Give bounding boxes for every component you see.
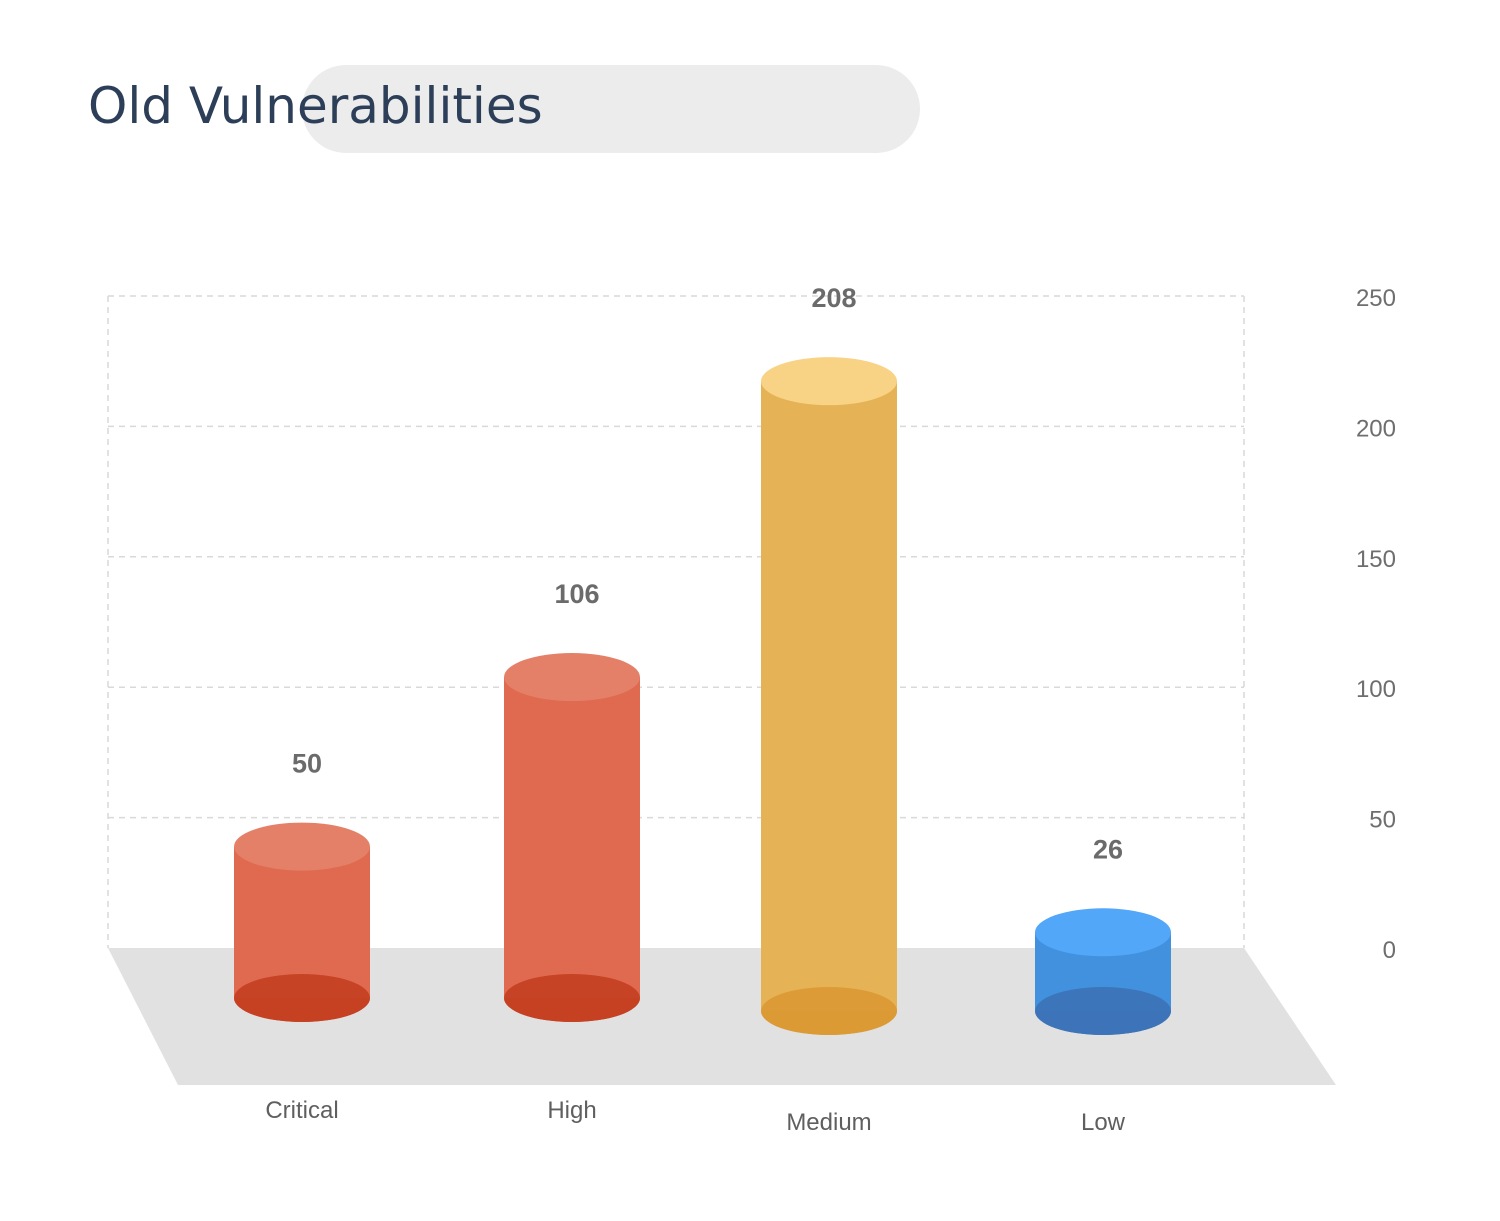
bar-bottom-cap [504,974,640,1022]
data-label: 208 [811,283,856,313]
y-tick-label: 200 [1356,415,1396,442]
bar-bottom-cap [761,987,897,1035]
bar-critical [234,846,370,998]
y-tick-label: 0 [1383,937,1396,964]
x-tick-label: Medium [786,1109,871,1136]
bar-bottom-cap [234,974,370,1022]
title-highlight-pill [302,65,920,153]
bar-top-cap [234,822,370,871]
y-tick-label: 50 [1369,807,1396,834]
y-tick-label: 100 [1356,676,1396,703]
bar-high [504,677,640,998]
x-tick-label: Low [1081,1109,1126,1136]
y-tick-label: 250 [1356,285,1396,312]
x-tick-label: Critical [265,1097,338,1124]
chart-floor [108,948,1336,1085]
data-label: 50 [292,749,322,779]
bar-top-cap [504,653,640,702]
x-tick-label: High [547,1097,596,1124]
bar-top-cap [1035,908,1171,957]
data-label: 26 [1093,834,1123,864]
y-tick-label: 150 [1356,546,1396,573]
data-label: 106 [554,579,599,609]
bar-top-cap [761,357,897,406]
chart-title: Old Vulnerabilities [88,77,543,135]
bar-bottom-cap [1035,987,1171,1035]
bar-medium [761,381,897,1011]
